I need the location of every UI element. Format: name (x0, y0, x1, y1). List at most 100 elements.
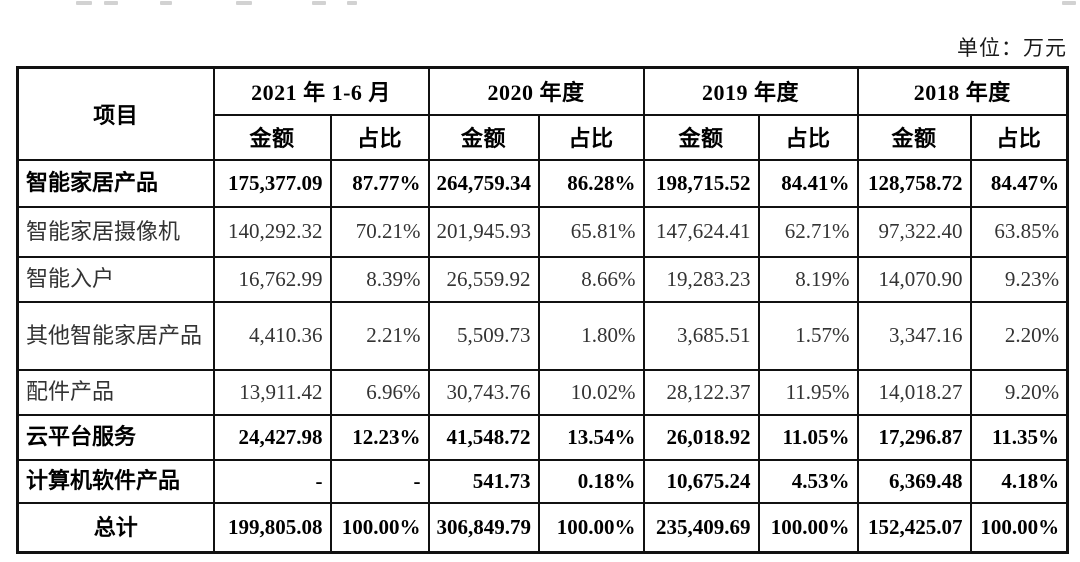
row-label: 配件产品 (16, 368, 215, 416)
ratio-cell: 9.23% (969, 255, 1069, 303)
table-row-total: 总计 199,805.08 100.00% 306,849.79 100.00%… (16, 501, 1069, 554)
header-ratio: 占比 (329, 113, 430, 161)
ratio-cell: 12.23% (329, 413, 430, 461)
header-ratio: 占比 (757, 113, 859, 161)
ratio-cell: 70.21% (329, 205, 430, 258)
ratio-cell: 100.00% (537, 501, 645, 554)
ratio-cell: 4.53% (757, 458, 859, 504)
header-amount: 金额 (427, 113, 540, 161)
amount-cell: 4,410.36 (212, 300, 332, 371)
header-item: 项目 (16, 66, 215, 161)
amount-cell: 5,509.73 (427, 300, 540, 371)
ratio-cell: 4.18% (969, 458, 1069, 504)
amount-cell: 17,296.87 (856, 413, 972, 461)
artifact-mark (236, 1, 252, 5)
amount-cell: 19,283.23 (642, 255, 760, 303)
row-label: 智能家居摄像机 (16, 205, 215, 258)
ratio-cell: 100.00% (329, 501, 430, 554)
unit-label: 单位：万元 (957, 36, 1067, 60)
ratio-cell: 9.20% (969, 368, 1069, 416)
ratio-cell: 65.81% (537, 205, 645, 258)
ratio-cell: 0.18% (537, 458, 645, 504)
artifact-mark (312, 1, 326, 5)
ratio-cell: 100.00% (969, 501, 1069, 554)
amount-cell: 198,715.52 (642, 158, 760, 208)
header-amount: 金额 (642, 113, 760, 161)
row-label: 智能入户 (16, 255, 215, 303)
amount-cell: 10,675.24 (642, 458, 760, 504)
amount-cell: 3,685.51 (642, 300, 760, 371)
ratio-cell: 63.85% (969, 205, 1069, 258)
amount-cell: 97,322.40 (856, 205, 972, 258)
ratio-cell: 62.71% (757, 205, 859, 258)
amount-cell: 235,409.69 (642, 501, 760, 554)
table-row-other-smart-home: 其他智能家居产品 4,410.36 2.21% 5,509.73 1.80% 3… (16, 300, 1069, 371)
row-label: 计算机软件产品 (16, 458, 215, 504)
header-row-measures: 金额 占比 金额 占比 金额 占比 金额 占比 (18, 113, 1069, 161)
artifact-mark (347, 1, 357, 5)
ratio-cell: 84.41% (757, 158, 859, 208)
amount-cell: 16,762.99 (212, 255, 332, 303)
ratio-cell: 100.00% (757, 501, 859, 554)
ratio-cell: 1.57% (757, 300, 859, 371)
ratio-cell: 11.95% (757, 368, 859, 416)
header-ratio: 占比 (537, 113, 645, 161)
table-row-computer-software: 计算机软件产品 - - 541.73 0.18% 10,675.24 4.53%… (16, 458, 1069, 504)
ratio-cell: 10.02% (537, 368, 645, 416)
ratio-cell: - (329, 458, 430, 504)
amount-cell: 26,559.92 (427, 255, 540, 303)
amount-cell: 199,805.08 (212, 501, 332, 554)
amount-cell: - (212, 458, 332, 504)
header-period-2020: 2020 年度 (427, 66, 645, 116)
artifact-mark (104, 1, 118, 5)
header-amount: 金额 (856, 113, 972, 161)
ratio-cell: 84.47% (969, 158, 1069, 208)
ratio-cell: 87.77% (329, 158, 430, 208)
artifact-mark (76, 1, 92, 5)
artifact-mark (1062, 1, 1076, 5)
header-period-2021h1: 2021 年 1-6 月 (212, 66, 430, 116)
amount-cell: 26,018.92 (642, 413, 760, 461)
ratio-cell: 1.80% (537, 300, 645, 371)
row-label: 智能家居产品 (16, 158, 215, 208)
header-ratio: 占比 (969, 113, 1069, 161)
ratio-cell: 11.35% (969, 413, 1069, 461)
amount-cell: 306,849.79 (427, 501, 540, 554)
amount-cell: 6,369.48 (856, 458, 972, 504)
ratio-cell: 13.54% (537, 413, 645, 461)
amount-cell: 264,759.34 (427, 158, 540, 208)
header-amount: 金额 (212, 113, 332, 161)
amount-cell: 24,427.98 (212, 413, 332, 461)
ratio-cell: 6.96% (329, 368, 430, 416)
ratio-cell: 2.20% (969, 300, 1069, 371)
amount-cell: 175,377.09 (212, 158, 332, 208)
table-row-smart-home-cameras: 智能家居摄像机 140,292.32 70.21% 201,945.93 65.… (16, 205, 1069, 258)
revenue-breakdown-table: 项目 2021 年 1-6 月 2020 年度 2019 年度 2018 年度 … (16, 66, 1070, 554)
ratio-cell: 8.39% (329, 255, 430, 303)
ratio-cell: 8.19% (757, 255, 859, 303)
amount-cell: 14,018.27 (856, 368, 972, 416)
amount-cell: 201,945.93 (427, 205, 540, 258)
amount-cell: 3,347.16 (856, 300, 972, 371)
table-row-smart-entry: 智能入户 16,762.99 8.39% 26,559.92 8.66% 19,… (16, 255, 1069, 303)
amount-cell: 30,743.76 (427, 368, 540, 416)
row-label: 云平台服务 (16, 413, 215, 461)
amount-cell: 541.73 (427, 458, 540, 504)
row-label: 总计 (16, 501, 215, 554)
amount-cell: 41,548.72 (427, 413, 540, 461)
header-period-2018: 2018 年度 (856, 66, 1069, 116)
table-row-accessories: 配件产品 13,911.42 6.96% 30,743.76 10.02% 28… (16, 368, 1069, 416)
ratio-cell: 86.28% (537, 158, 645, 208)
header-period-2019: 2019 年度 (642, 66, 859, 116)
row-label: 其他智能家居产品 (16, 300, 215, 371)
table-row-cloud-platform: 云平台服务 24,427.98 12.23% 41,548.72 13.54% … (16, 413, 1069, 461)
amount-cell: 128,758.72 (856, 158, 972, 208)
amount-cell: 147,624.41 (642, 205, 760, 258)
ratio-cell: 8.66% (537, 255, 645, 303)
artifact-mark (160, 1, 172, 5)
ratio-cell: 2.21% (329, 300, 430, 371)
amount-cell: 13,911.42 (212, 368, 332, 416)
amount-cell: 152,425.07 (856, 501, 972, 554)
amount-cell: 140,292.32 (212, 205, 332, 258)
ratio-cell: 11.05% (757, 413, 859, 461)
